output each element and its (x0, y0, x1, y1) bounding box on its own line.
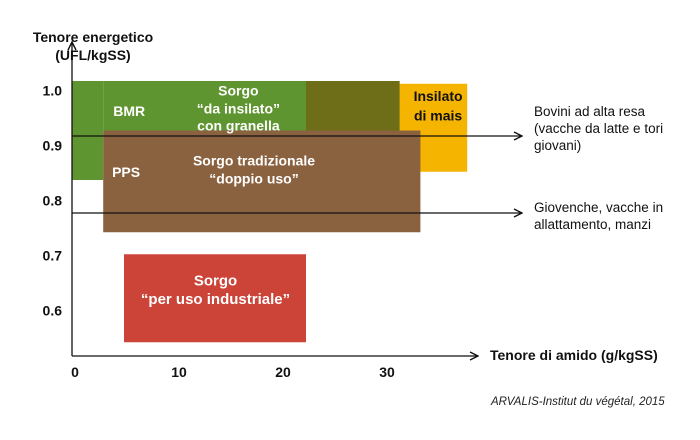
series-pps-label-1: Sorgo tradizionale (193, 153, 315, 169)
series-overlap-box (306, 81, 400, 131)
y-tick-label-2: 0.8 (43, 193, 63, 209)
reference-label-high-line-2: (vacche da latte e tori (534, 121, 664, 136)
x-tick-label-3: 30 (379, 364, 395, 380)
series-pps-label-2: “doppio uso” (209, 171, 298, 187)
series-industrial-label-0: Sorgo (194, 273, 237, 290)
source-credit: ARVALIS-Institut du végétal, 2015 (491, 396, 665, 408)
series-bmr-label-1: Sorgo (218, 83, 258, 99)
series-mais-label-1: di mais (414, 107, 462, 123)
x-tick-label-0: 0 (71, 364, 79, 380)
series-bmr-label-0: BMR (113, 103, 145, 119)
y-tick-label-0: 0.6 (43, 303, 63, 319)
y-axis-title-line-2: (UFL/kgSS) (55, 47, 131, 63)
series-mais-label-0: Insilato (414, 88, 463, 104)
y-axis-title: Tenore energetico (UFL/kgSS) (8, 28, 178, 64)
series-pps-label-0: PPS (112, 164, 140, 180)
reference-label-high-line-1: Bovini ad alta resa (534, 104, 646, 119)
x-tick-label-2: 20 (275, 364, 291, 380)
reference-label-low-line-1: Giovenche, vacche in (534, 200, 664, 215)
x-axis-title: Tenore di amido (g/kgSS) (490, 347, 658, 363)
x-tick-label-1: 10 (171, 364, 187, 380)
series-bmr-label-2: “da insilato” (197, 100, 280, 116)
y-tick-label-4: 1.0 (43, 83, 63, 99)
series-industrial-label-1: “per uso industriale” (141, 291, 290, 308)
series-industrial-box (124, 254, 306, 343)
reference-label-high: Bovini ad alta resa (vacche da latte e t… (534, 103, 663, 154)
series-bmr-box-left (72, 81, 104, 180)
y-axis-title-line-1: Tenore energetico (32, 29, 154, 45)
reference-label-low: Giovenche, vacche in allattamento, manzi (534, 199, 663, 233)
reference-label-high-line-3: giovani) (534, 138, 582, 153)
y-tick-label-3: 0.9 (43, 138, 63, 154)
series-pps-box (103, 130, 421, 233)
series-bmr-label-3: con granella (197, 117, 280, 133)
reference-label-low-line-2: allattamento, manzi (534, 217, 652, 232)
y-tick-label-1: 0.7 (43, 248, 63, 264)
